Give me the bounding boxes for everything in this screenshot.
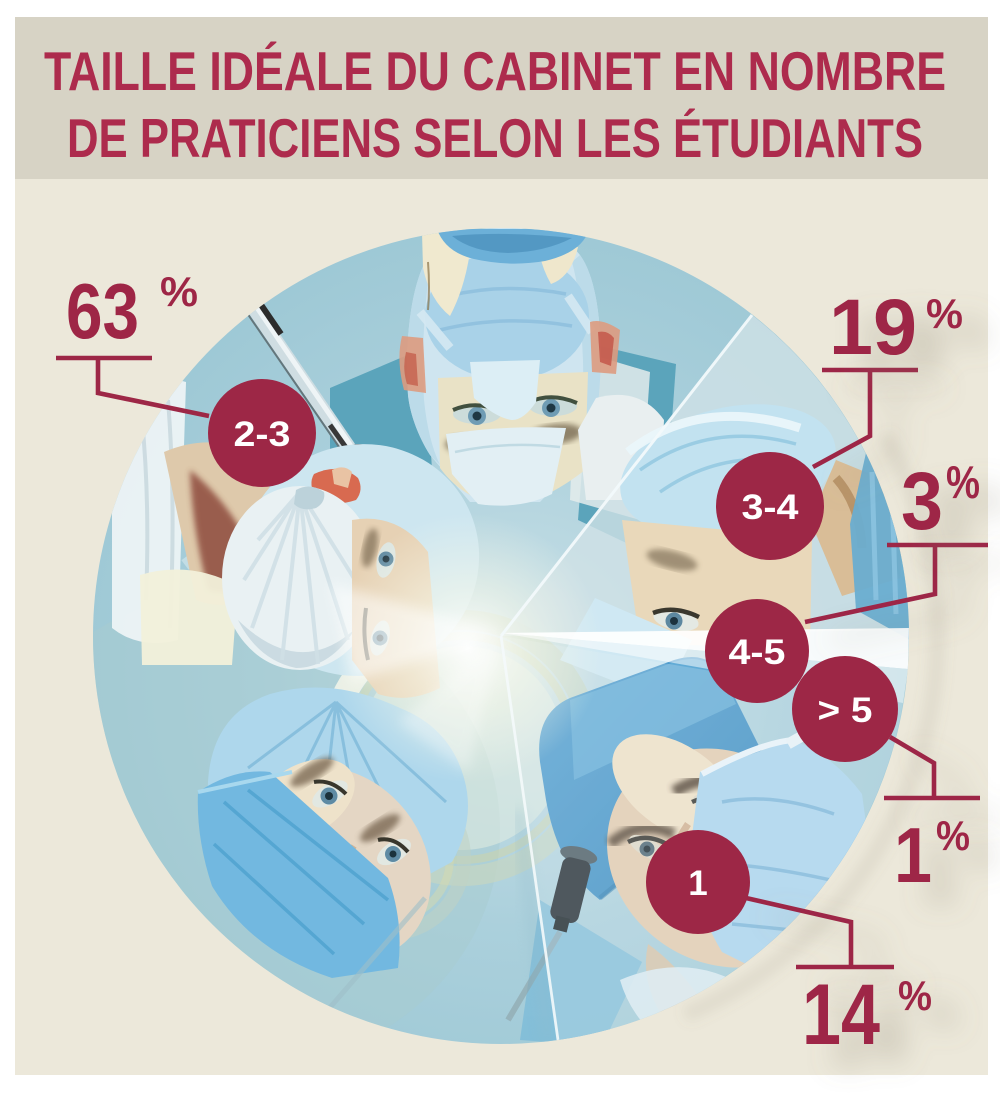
svg-text:3-4: 3-4: [742, 488, 800, 527]
svg-text:1: 1: [688, 864, 707, 903]
svg-text:DE PRATICIENS SELON LES ÉTUDIA: DE PRATICIENS SELON LES ÉTUDIANTS: [67, 107, 923, 169]
svg-text:1: 1: [894, 811, 932, 899]
svg-text:2-3: 2-3: [234, 415, 291, 454]
svg-text:TAILLE IDÉALE DU CABINET EN NO: TAILLE IDÉALE DU CABINET EN NOMBRE: [44, 40, 946, 102]
svg-text:4-5: 4-5: [729, 633, 786, 672]
svg-text:14: 14: [802, 967, 880, 1063]
svg-text:%: %: [898, 972, 932, 1019]
svg-text:63: 63: [66, 267, 139, 355]
svg-text:> 5: > 5: [818, 691, 873, 730]
svg-text:%: %: [936, 812, 970, 859]
svg-text:%: %: [926, 290, 963, 337]
svg-text:%: %: [946, 456, 980, 508]
svg-text:%: %: [160, 268, 198, 315]
svg-text:3: 3: [901, 456, 943, 547]
svg-text:19: 19: [829, 282, 917, 371]
